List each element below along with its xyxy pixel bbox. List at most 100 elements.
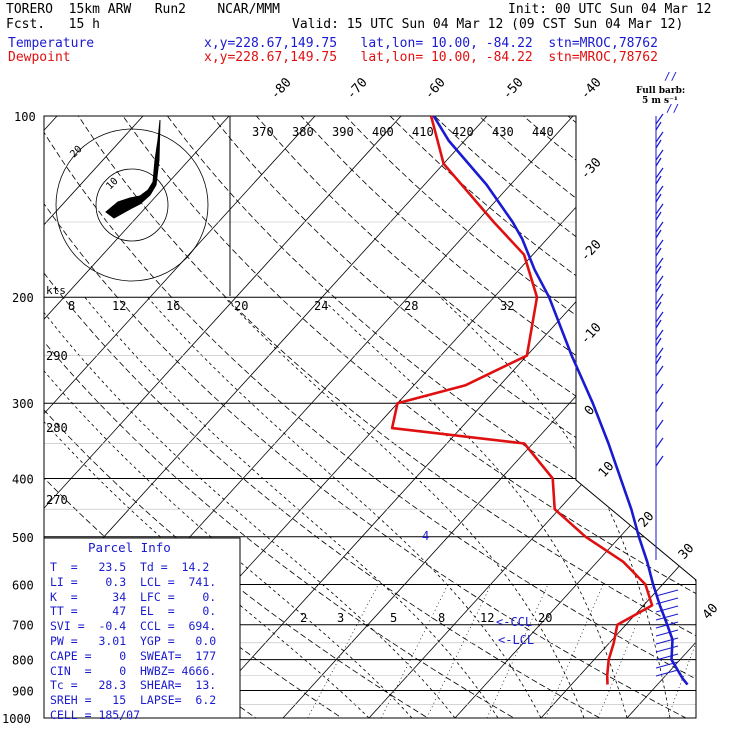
- isotherm-label: -70: [344, 75, 371, 102]
- moist-adiabat: [576, 296, 696, 718]
- isotherm-label: -60: [422, 75, 449, 102]
- dewpoint-trace: [390, 115, 654, 685]
- wind-barb: [655, 455, 664, 467]
- moist-adiabat: [703, 297, 740, 718]
- isotherm-label: 40: [700, 601, 722, 623]
- wind-barb: [655, 337, 662, 347]
- dry-adiabat: [167, 116, 696, 718]
- wind-barb: [655, 185, 664, 197]
- isotherm-line: [626, 116, 696, 718]
- parcel-info-row: T = 23.5 Td = 14.2: [50, 560, 210, 574]
- wind-barb: [655, 419, 664, 431]
- hodograph-ring-label: 20: [68, 144, 84, 160]
- dry-adiabat: [211, 116, 696, 718]
- mixing-ratio-label: 3: [337, 611, 344, 625]
- parcel-info-row: CIN = 0 HWBZ= 4666.: [50, 663, 217, 678]
- wind-barb: [655, 149, 664, 161]
- isotherm-label: -40: [578, 75, 605, 102]
- theta-left-label: 280: [46, 421, 68, 435]
- isotherm-line: [713, 116, 740, 718]
- hodograph-ring-10: [95, 168, 169, 242]
- hodograph-trace: [105, 119, 161, 219]
- wind-barb: [655, 293, 664, 305]
- dry-adiabat: [44, 116, 696, 718]
- pressure-tick-label: 800: [12, 654, 34, 668]
- pressure-tick-label: 600: [12, 578, 34, 592]
- dry-adiabat: [122, 116, 696, 718]
- init-time: Init: 00 UTC Sun 04 Mar 12: [508, 2, 712, 17]
- isotherm-line: [454, 116, 696, 718]
- barb-sample: //: [664, 70, 677, 83]
- isotherm-label: -10: [578, 320, 605, 347]
- dry-adiabat: [44, 116, 362, 718]
- wind-barb: [655, 265, 662, 275]
- wind-barb: [655, 229, 662, 239]
- theta-label: 400: [372, 125, 394, 139]
- wind-barb: [655, 113, 664, 125]
- dry-adiabat: [44, 116, 624, 718]
- wind-barb: [655, 211, 662, 221]
- speed-scale-label: 28: [404, 299, 418, 313]
- theta-label: 390: [332, 125, 354, 139]
- parcel-info-row: Tc = 28.3 SHEAR= 13.: [50, 678, 217, 693]
- mixing-ratio-line: [426, 584, 492, 718]
- wind-barb: [655, 355, 662, 365]
- parcel-info-box: [43, 537, 241, 719]
- parcel-info-row: PW = 3.01 YGP = 0.0: [50, 634, 217, 648]
- theta-label: 420: [452, 125, 474, 139]
- wind-barb-low: [655, 645, 679, 653]
- wind-barb-low: [655, 653, 679, 661]
- mixing-ratio-line: [307, 584, 379, 718]
- dry-adiabat: [523, 116, 696, 718]
- speed-scale-label: 8: [68, 299, 75, 313]
- mixing-ratio-line: [486, 584, 549, 718]
- pressure-tick-label: 1000: [2, 712, 31, 726]
- mixing-ratio-line: [380, 584, 449, 718]
- wind-barb: [655, 401, 664, 413]
- mixing-ratio-line: [597, 584, 653, 718]
- parcel-info-title: Parcel Info: [88, 540, 171, 555]
- wind-barb: [655, 365, 664, 377]
- pressure-tick-label: 500: [12, 531, 34, 545]
- mixing-ratio-label: 12: [480, 611, 494, 625]
- dry-adiabat: [78, 116, 696, 718]
- pressure-tick-label: 700: [12, 619, 34, 633]
- wind-barb-low: [655, 661, 679, 669]
- barb-note-line1: Full barb:: [636, 86, 686, 96]
- wind-barb-low: [655, 589, 679, 597]
- wind-barb: [655, 301, 662, 311]
- wind-barb: [655, 175, 662, 185]
- parcel-info-row: CAPE = 0 SWEAT= 177: [50, 648, 217, 663]
- dry-adiabat: [44, 116, 537, 718]
- moist-adiabat: [44, 296, 370, 718]
- wind-barb: [655, 139, 662, 149]
- isotherm-line: [44, 116, 488, 718]
- theta-left-label: 290: [46, 349, 68, 363]
- ccl-annotation: <-CCL: [496, 615, 532, 629]
- pressure-tick-label: 400: [12, 472, 34, 486]
- isotherm-line: [44, 116, 144, 718]
- parcel-info-row: SREH = 15 LAPSE= 6.2: [50, 693, 217, 708]
- hodograph-ring-20: [55, 128, 209, 282]
- isotherm-line: [540, 116, 696, 718]
- lcl-annotation: <-LCL: [498, 633, 534, 647]
- speed-scale-label: 16: [166, 299, 180, 313]
- temperature-trace: [432, 115, 689, 686]
- isotherm-line: [44, 116, 402, 718]
- isotherm-label: -50: [500, 75, 527, 102]
- speed-scale-label: 32: [500, 299, 514, 313]
- wind-barb: [655, 121, 662, 131]
- temperature-legend: Temperature: [8, 36, 95, 51]
- parcel-box-frame: [43, 537, 241, 719]
- theta-label: 410: [412, 125, 434, 139]
- wind-barb: [655, 257, 664, 269]
- speed-scale-label: 20: [234, 299, 248, 313]
- isotherm-label: 30: [676, 541, 698, 563]
- wind-barb: [655, 221, 664, 233]
- moist-adiabat: [320, 296, 628, 718]
- wind-barb-low: [655, 629, 679, 637]
- wind-barb: [655, 203, 664, 215]
- pressure-tick-label: 200: [12, 291, 34, 305]
- barb-note-line2: 5 m s⁻¹: [642, 96, 678, 106]
